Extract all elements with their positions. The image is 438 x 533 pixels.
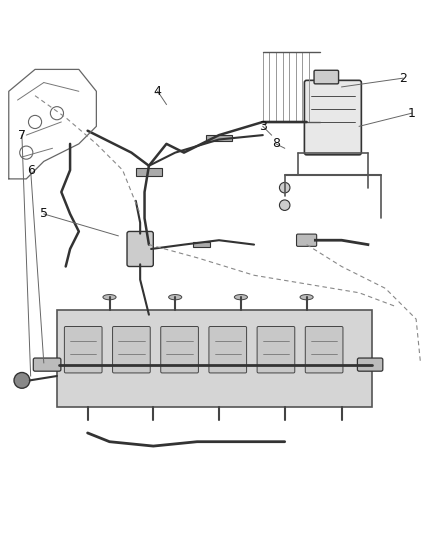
Bar — [136, 168, 162, 176]
FancyBboxPatch shape — [357, 358, 383, 371]
FancyBboxPatch shape — [57, 310, 372, 407]
FancyBboxPatch shape — [209, 327, 247, 373]
FancyBboxPatch shape — [127, 231, 153, 266]
Bar — [193, 242, 210, 247]
FancyBboxPatch shape — [305, 327, 343, 373]
Ellipse shape — [103, 295, 116, 300]
FancyBboxPatch shape — [297, 234, 317, 246]
Text: 5: 5 — [40, 207, 48, 221]
FancyBboxPatch shape — [257, 327, 295, 373]
Ellipse shape — [169, 295, 182, 300]
Bar — [206, 135, 232, 141]
Text: 6: 6 — [27, 164, 35, 176]
FancyBboxPatch shape — [113, 327, 150, 373]
Circle shape — [279, 200, 290, 211]
FancyBboxPatch shape — [33, 358, 61, 371]
FancyBboxPatch shape — [314, 70, 339, 84]
Text: 7: 7 — [18, 128, 26, 142]
Circle shape — [279, 182, 290, 193]
Ellipse shape — [300, 295, 313, 300]
Text: 3: 3 — [259, 120, 267, 133]
FancyBboxPatch shape — [64, 327, 102, 373]
Ellipse shape — [234, 295, 247, 300]
FancyBboxPatch shape — [161, 327, 198, 373]
Text: 8: 8 — [272, 138, 280, 150]
Text: 4: 4 — [154, 85, 162, 98]
FancyBboxPatch shape — [304, 80, 361, 155]
Text: 1: 1 — [408, 107, 416, 120]
Text: 2: 2 — [399, 71, 407, 85]
Circle shape — [14, 373, 30, 388]
